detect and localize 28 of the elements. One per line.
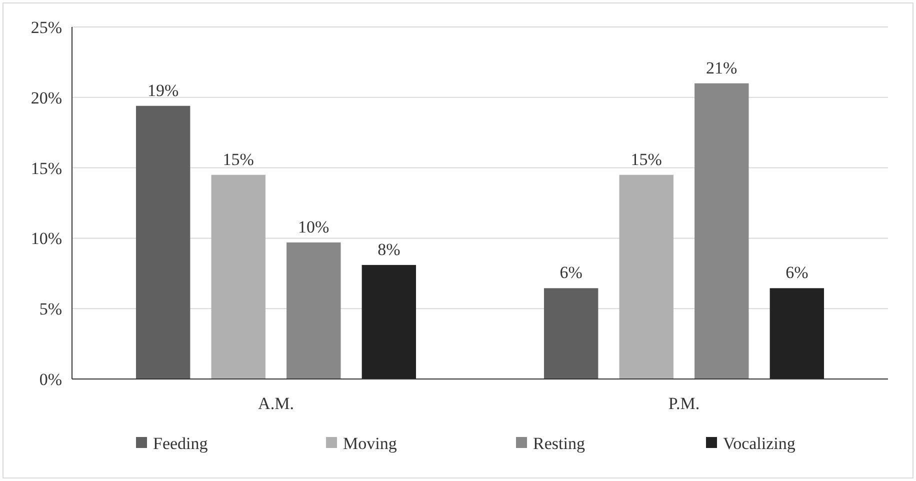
- x-tick-label: P.M.: [668, 394, 700, 413]
- bar: [362, 264, 416, 379]
- y-tick-label: 20%: [30, 88, 62, 108]
- y-tick-label: 5%: [39, 300, 62, 319]
- legend-label: Resting: [533, 434, 586, 453]
- data-label: 8%: [378, 240, 400, 259]
- legend-label: Feeding: [153, 434, 208, 453]
- legend-label: Vocalizing: [723, 434, 796, 453]
- y-tick-label: 0%: [39, 370, 62, 389]
- data-label: 19%: [148, 80, 179, 100]
- data-label: 21%: [706, 58, 738, 78]
- bar: [619, 174, 674, 379]
- bar: [770, 288, 824, 379]
- data-label: 10%: [298, 217, 330, 236]
- bar: [694, 83, 749, 379]
- y-tick-label: 10%: [30, 229, 62, 248]
- data-label: 6%: [560, 263, 582, 282]
- y-tick-label: 25%: [30, 18, 62, 37]
- data-label: 15%: [222, 150, 254, 169]
- bar: [286, 242, 341, 379]
- bar: [136, 106, 190, 379]
- bar: [544, 288, 598, 379]
- y-tick-label: 15%: [30, 158, 62, 178]
- x-tick-label: A.M.: [258, 394, 294, 413]
- data-label: 6%: [786, 263, 808, 282]
- legend-label: Moving: [343, 434, 398, 453]
- bar: [211, 174, 266, 379]
- data-label: 15%: [630, 150, 662, 169]
